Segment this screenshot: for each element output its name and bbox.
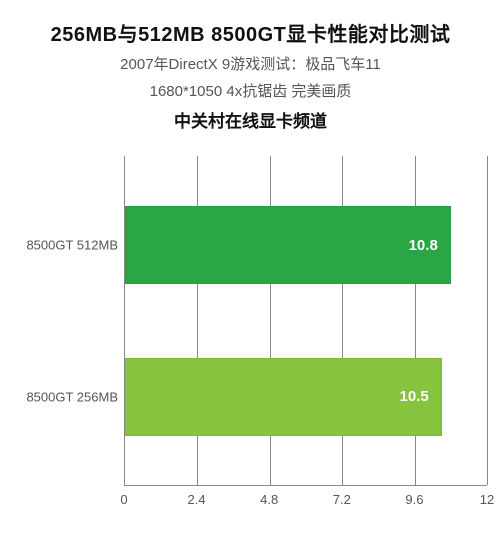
x-axis-label: 2.4: [188, 492, 206, 507]
x-axis-label: 0: [120, 492, 127, 507]
y-axis-labels: 8500GT 512MB 8500GT 256MB: [14, 156, 124, 486]
plot-area: 10.8 10.5: [124, 156, 487, 486]
x-axis-label: 7.2: [333, 492, 351, 507]
bar: 10.5: [125, 358, 442, 436]
y-axis-label: 8500GT 256MB: [26, 389, 118, 404]
x-axis-label: 4.8: [260, 492, 278, 507]
x-axis-label: 12: [480, 492, 494, 507]
y-axis-label: 8500GT 512MB: [26, 238, 118, 253]
chart-subtitle-3: 中关村在线显卡频道: [14, 107, 487, 132]
chart-title: 256MB与512MB 8500GT显卡性能对比测试: [14, 18, 487, 47]
bar: 10.8: [125, 206, 451, 284]
chart-subtitle-1: 2007年DirectX 9游戏测试：极品飞车11: [14, 53, 487, 74]
chart-subtitle-2: 1680*1050 4x抗锯齿 完美画质: [14, 80, 487, 101]
x-axis-label: 9.6: [405, 492, 423, 507]
bar-chart: 8500GT 512MB 8500GT 256MB 10.8 10.5: [14, 156, 487, 486]
gridline: [487, 156, 488, 485]
x-axis-labels: 02.44.87.29.612: [124, 486, 487, 510]
